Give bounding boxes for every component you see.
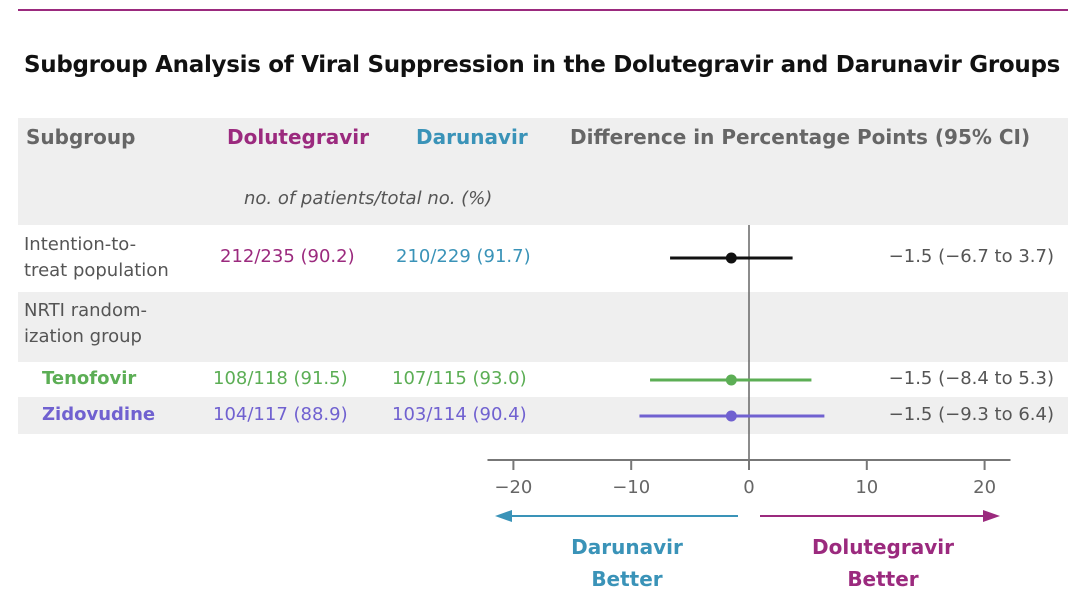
x-tick-label: −10 (612, 477, 651, 498)
itt-dolutegravir: 212/235 (90.2) (220, 246, 355, 267)
darunavir-arrowhead (495, 510, 512, 522)
x-tick-label: 10 (855, 477, 879, 498)
dolutegravir-better-label: Dolutegravir Better (808, 531, 958, 595)
direction-label-line: Darunavir (571, 535, 683, 559)
x-tick-label: 20 (973, 477, 997, 498)
header-dolutegravir: Dolutegravir (227, 125, 369, 149)
row-label-nrti-group: NRTI random- ization group (24, 298, 147, 350)
row-label-line: Intention-to- (24, 234, 137, 255)
direction-label-line: Better (847, 567, 919, 591)
group-band (18, 292, 1068, 362)
point-estimate (725, 374, 737, 386)
zidovudine-darunavir: 103/114 (90.4) (392, 404, 527, 425)
point-estimate (725, 410, 737, 422)
row-label-tenofovir: Tenofovir (42, 368, 137, 389)
zidovudine-ci-text: −1.5 (−9.3 to 6.4) (888, 404, 1054, 425)
x-tick-label: −20 (494, 477, 533, 498)
header-subgroup: Subgroup (26, 125, 136, 149)
row-label-line: treat population (24, 260, 169, 281)
header-difference: Difference in Percentage Points (95% CI) (570, 125, 1031, 149)
row-label-zidovudine: Zidovudine (42, 404, 156, 425)
point-estimate (725, 252, 737, 264)
direction-label-line: Better (591, 567, 663, 591)
header-units: no. of patients/total no. (%) (244, 188, 493, 209)
header-darunavir: Darunavir (416, 125, 528, 149)
darunavir-better-label: Darunavir Better (568, 531, 686, 595)
zidovudine-band (18, 397, 1068, 434)
direction-label-line: Dolutegravir (812, 535, 954, 559)
itt-ci-text: −1.5 (−6.7 to 3.7) (888, 246, 1054, 267)
row-label-line: ization group (24, 326, 142, 347)
header-band (18, 118, 1068, 225)
dolutegravir-arrowhead (983, 510, 1000, 522)
x-tick-label: 0 (743, 477, 755, 498)
itt-darunavir: 210/229 (91.7) (396, 246, 531, 267)
row-label-itt: Intention-to- treat population (24, 232, 169, 284)
tenofovir-ci-text: −1.5 (−8.4 to 5.3) (888, 368, 1054, 389)
tenofovir-darunavir: 107/115 (93.0) (392, 368, 527, 389)
row-label-line: NRTI random- (24, 300, 147, 321)
chart-title: Subgroup Analysis of Viral Suppression i… (24, 52, 1061, 78)
top-rule (18, 9, 1068, 11)
tenofovir-dolutegravir: 108/118 (91.5) (213, 368, 348, 389)
zidovudine-dolutegravir: 104/117 (88.9) (213, 404, 348, 425)
